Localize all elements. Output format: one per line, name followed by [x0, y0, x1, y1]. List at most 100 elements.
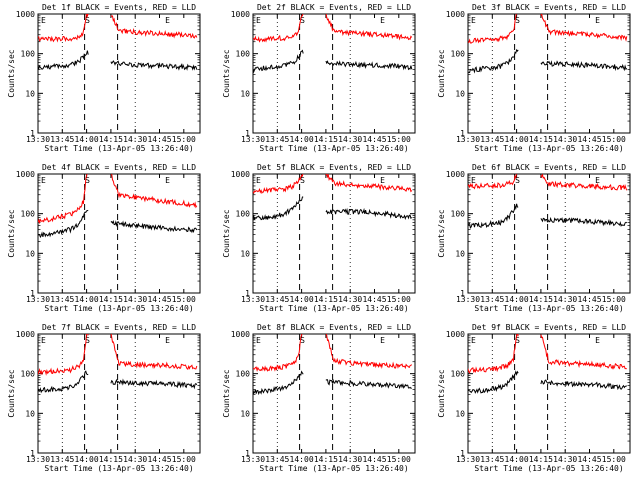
x-tick-label: 14:15: [529, 135, 553, 144]
y-tick-label: 10: [240, 249, 250, 258]
y-tick-label: 100: [236, 210, 251, 219]
marker-e-end: E: [380, 336, 385, 345]
marker-e-end: E: [165, 16, 170, 25]
x-tick-label: 15:00: [172, 295, 196, 304]
x-tick-label: 14:00: [75, 135, 99, 144]
x-tick-label: 14:30: [338, 295, 362, 304]
events-series-seg-1: [253, 197, 303, 221]
panel-title: Det 4f BLACK = Events, RED = LLD: [42, 163, 196, 172]
panel-title: Det 6f BLACK = Events, RED = LLD: [472, 163, 626, 172]
panel-title: Det 3f BLACK = Events, RED = LLD: [472, 3, 626, 12]
y-axis-title: Counts/sec: [437, 209, 446, 257]
y-tick-label: 1000: [231, 330, 250, 339]
y-tick-label: 1000: [16, 170, 35, 179]
y-tick-label: 10: [240, 89, 250, 98]
y-tick-label: 100: [451, 370, 466, 379]
x-axis-title: Start Time (13-Apr-05 13:26:40): [259, 464, 408, 473]
x-tick-label: 14:45: [147, 455, 171, 464]
x-tick-label: 14:15: [99, 455, 123, 464]
x-tick-label: 13:45: [480, 455, 504, 464]
x-tick-label: 14:00: [290, 455, 314, 464]
events-series-seg-2: [111, 61, 197, 70]
x-tick-label: 15:00: [387, 135, 411, 144]
x-tick-label: 13:45: [480, 135, 504, 144]
panel-title: Det 1f BLACK = Events, RED = LLD: [42, 3, 196, 12]
y-tick-label: 1: [245, 449, 250, 458]
x-tick-label: 13:45: [50, 295, 74, 304]
x-tick-label: 15:00: [602, 295, 626, 304]
y-tick-label: 1000: [446, 330, 465, 339]
x-tick-label: 14:00: [75, 455, 99, 464]
lld-series-seg-2: [541, 335, 627, 369]
x-tick-label: 14:15: [99, 135, 123, 144]
y-tick-label: 10: [455, 89, 465, 98]
marker-e-start: E: [41, 176, 46, 185]
marker-e-end: E: [165, 176, 170, 185]
y-tick-label: 1: [460, 289, 465, 298]
x-tick-label: 14:15: [99, 295, 123, 304]
y-tick-label: 1000: [446, 170, 465, 179]
y-tick-label: 10: [25, 89, 35, 98]
plot-frame: [468, 174, 630, 293]
x-tick-label: 13:45: [265, 295, 289, 304]
x-tick-label: 14:00: [505, 135, 529, 144]
x-tick-label: 13:45: [50, 455, 74, 464]
x-tick-label: 14:30: [338, 135, 362, 144]
x-axis-title: Start Time (13-Apr-05 13:26:40): [44, 144, 193, 153]
x-tick-label: 14:00: [290, 135, 314, 144]
x-axis-title: Start Time (13-Apr-05 13:26:40): [44, 464, 193, 473]
events-series-seg-1: [38, 210, 88, 237]
y-tick-label: 1: [460, 449, 465, 458]
x-axis-title: Start Time (13-Apr-05 13:26:40): [44, 304, 193, 313]
events-series-seg-1: [468, 204, 518, 228]
y-tick-label: 1000: [16, 330, 35, 339]
x-tick-label: 14:30: [338, 455, 362, 464]
x-tick-label: 14:15: [529, 455, 553, 464]
marker-e-start: E: [256, 336, 261, 345]
events-series-seg-2: [541, 218, 627, 225]
x-axis-title: Start Time (13-Apr-05 13:26:40): [474, 144, 623, 153]
lld-series-seg-2: [111, 173, 197, 207]
marker-e-start: E: [471, 176, 476, 185]
panel-title: Det 9f BLACK = Events, RED = LLD: [472, 323, 626, 332]
marker-e-start: E: [471, 16, 476, 25]
y-tick-label: 100: [21, 210, 36, 219]
plot-frame: [38, 14, 200, 133]
x-tick-label: 13:45: [50, 135, 74, 144]
x-tick-label: 14:15: [314, 295, 338, 304]
x-tick-label: 14:30: [123, 135, 147, 144]
y-tick-label: 10: [25, 409, 35, 418]
events-series-seg-2: [111, 221, 197, 232]
y-tick-label: 100: [236, 50, 251, 59]
x-tick-label: 14:45: [577, 455, 601, 464]
panel-title: Det 8f BLACK = Events, RED = LLD: [257, 323, 411, 332]
plot-frame: [253, 14, 415, 133]
plot-frame: [468, 334, 630, 453]
lld-series-seg-2: [111, 333, 197, 370]
events-series-seg-1: [253, 51, 303, 72]
marker-e-end: E: [380, 16, 385, 25]
y-tick-label: 1000: [231, 170, 250, 179]
x-tick-label: 14:30: [553, 135, 577, 144]
x-tick-label: 13:45: [265, 455, 289, 464]
x-tick-label: 14:45: [577, 135, 601, 144]
plot-frame: [38, 174, 200, 293]
marker-e-end: E: [165, 336, 170, 345]
x-tick-label: 14:45: [362, 295, 386, 304]
x-tick-label: 15:00: [172, 455, 196, 464]
lld-series-seg-2: [326, 333, 412, 368]
x-tick-label: 14:15: [314, 135, 338, 144]
x-tick-label: 15:00: [172, 135, 196, 144]
x-axis-title: Start Time (13-Apr-05 13:26:40): [259, 304, 408, 313]
x-tick-label: 14:15: [314, 455, 338, 464]
panel-title: Det 2f BLACK = Events, RED = LLD: [257, 3, 411, 12]
marker-e-end: E: [595, 336, 600, 345]
